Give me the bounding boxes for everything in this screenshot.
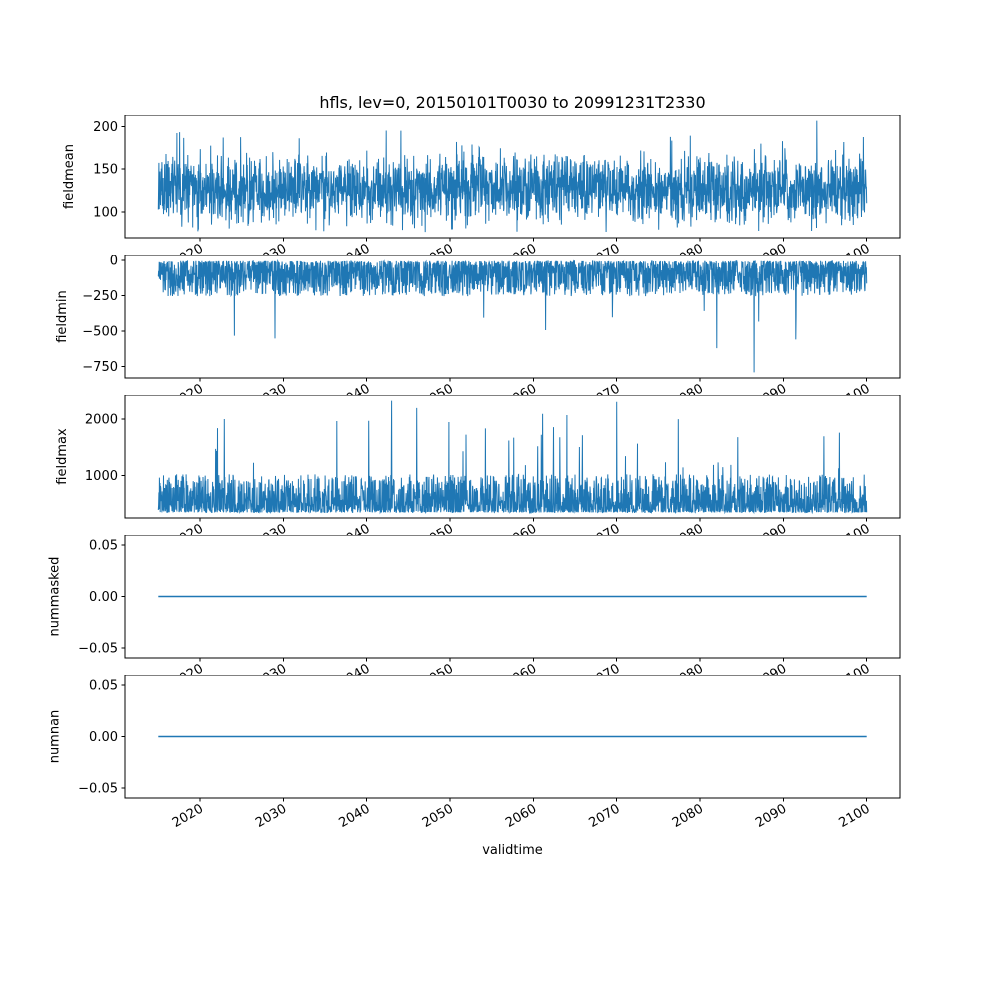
x-tick-label: 2070 xyxy=(587,801,623,831)
y-axis-label-fieldmean: fieldmean xyxy=(62,144,77,209)
y-tick-label: 0.05 xyxy=(89,679,118,694)
x-tick-label: 2070 xyxy=(587,381,623,395)
x-axis-label: validtime xyxy=(482,843,543,858)
x-tick-label: 2050 xyxy=(420,801,456,831)
x-tick-label: 2090 xyxy=(753,801,789,831)
y-tick-label: 100 xyxy=(93,205,118,220)
x-tick-label: 2080 xyxy=(670,801,706,831)
x-tick-label: 2030 xyxy=(253,521,289,535)
x-tick-label: 2040 xyxy=(337,521,373,535)
x-tick-label: 2060 xyxy=(503,661,539,675)
x-tick-label: 2030 xyxy=(253,661,289,675)
x-tick-label: 2090 xyxy=(753,521,789,535)
x-tick-label: 2080 xyxy=(670,381,706,395)
x-tick-label: 2040 xyxy=(337,381,373,395)
y-axis-label-numnan: numnan xyxy=(48,710,63,764)
y-axis-label-nummasked: nummasked xyxy=(48,557,63,637)
y-axis-label-fieldmin: fieldmin xyxy=(55,290,70,343)
x-tick-label: 2030 xyxy=(253,381,289,395)
y-tick-label: 0 xyxy=(110,255,118,269)
y-tick-label: 150 xyxy=(93,163,118,178)
subplot-fieldmean: 2020 2030 2040 2050 2060 2070 2080 2090 2100 100 1… xyxy=(62,115,901,255)
y-tick-label: 0.00 xyxy=(89,590,118,605)
x-tick-label: 2070 xyxy=(587,521,623,535)
x-tick-label: 2090 xyxy=(753,381,789,395)
axes-spines xyxy=(124,255,901,379)
x-tick-label: 2020 xyxy=(170,241,206,255)
y-tick-label: 2000 xyxy=(85,413,118,428)
subplot-fieldmax: 2020 2030 2040 2050 2060 2070 2080 2090 2100 1000… xyxy=(55,395,901,535)
y-axis-label-fieldmax: fieldmax xyxy=(55,428,70,485)
subplot-nummasked: 2020 2030 2040 2050 2060 2070 2080 2090 2100 0.05… xyxy=(48,535,901,675)
fieldmin-line xyxy=(157,259,868,373)
x-tick-label: 2040 xyxy=(337,241,373,255)
y-tick-label: −0.05 xyxy=(78,641,118,656)
x-tick-label: 2020 xyxy=(170,381,206,395)
x-tick-label: 2100 xyxy=(837,521,873,535)
x-tick-label: 2070 xyxy=(587,661,623,675)
y-tick-label: −500 xyxy=(82,324,118,339)
x-tick-label: 2100 xyxy=(837,661,873,675)
x-tick-label: 2050 xyxy=(420,661,456,675)
x-tick-label: 2020 xyxy=(170,661,206,675)
y-tick-label: 1000 xyxy=(85,469,118,484)
y-tick-label: 0.00 xyxy=(89,730,118,745)
chart-title: hfls, lev=0, 20150101T0030 to 20991231T2… xyxy=(319,93,706,112)
fieldmean-line xyxy=(157,120,868,233)
x-tick-label: 2100 xyxy=(837,241,873,255)
y-tick-label: 200 xyxy=(93,120,118,135)
x-tick-label: 2050 xyxy=(420,241,456,255)
y-tick-label: −750 xyxy=(82,360,118,375)
x-tick-label: 2100 xyxy=(837,381,873,395)
axes-spines xyxy=(124,115,901,239)
x-tick-label: 2080 xyxy=(670,241,706,255)
x-tick-label: 2050 xyxy=(420,521,456,535)
x-tick-label: 2040 xyxy=(337,801,373,831)
subplot-fieldmin: 2020 2030 2040 2050 2060 2070 2080 2090 2100 0 −25… xyxy=(55,255,901,395)
subplot-numnan: 2020 2030 2040 2050 2060 2070 2080 2090 2100 0.05… xyxy=(48,675,901,831)
x-tick-label: 2090 xyxy=(753,241,789,255)
x-tick-label: 2070 xyxy=(587,241,623,255)
x-tick-label: 2060 xyxy=(503,241,539,255)
axes-spines xyxy=(124,395,901,519)
y-tick-label: −250 xyxy=(82,289,118,304)
x-tick-label: 2020 xyxy=(170,521,206,535)
x-tick-label: 2080 xyxy=(670,521,706,535)
x-tick-label: 2030 xyxy=(253,801,289,831)
x-tick-label: 2080 xyxy=(670,661,706,675)
x-tick-label: 2100 xyxy=(837,801,873,831)
y-tick-label: 0.05 xyxy=(89,539,118,554)
fieldmax-line xyxy=(157,400,868,515)
x-tick-label: 2050 xyxy=(420,381,456,395)
x-tick-label: 2060 xyxy=(503,521,539,535)
x-tick-label: 2090 xyxy=(753,661,789,675)
x-tick-label: 2060 xyxy=(503,381,539,395)
y-tick-label: −0.05 xyxy=(78,781,118,796)
x-tick-label: 2060 xyxy=(503,801,539,831)
x-tick-label: 2030 xyxy=(253,241,289,255)
x-tick-label: 2020 xyxy=(170,801,206,831)
x-tick-label: 2040 xyxy=(337,661,373,675)
